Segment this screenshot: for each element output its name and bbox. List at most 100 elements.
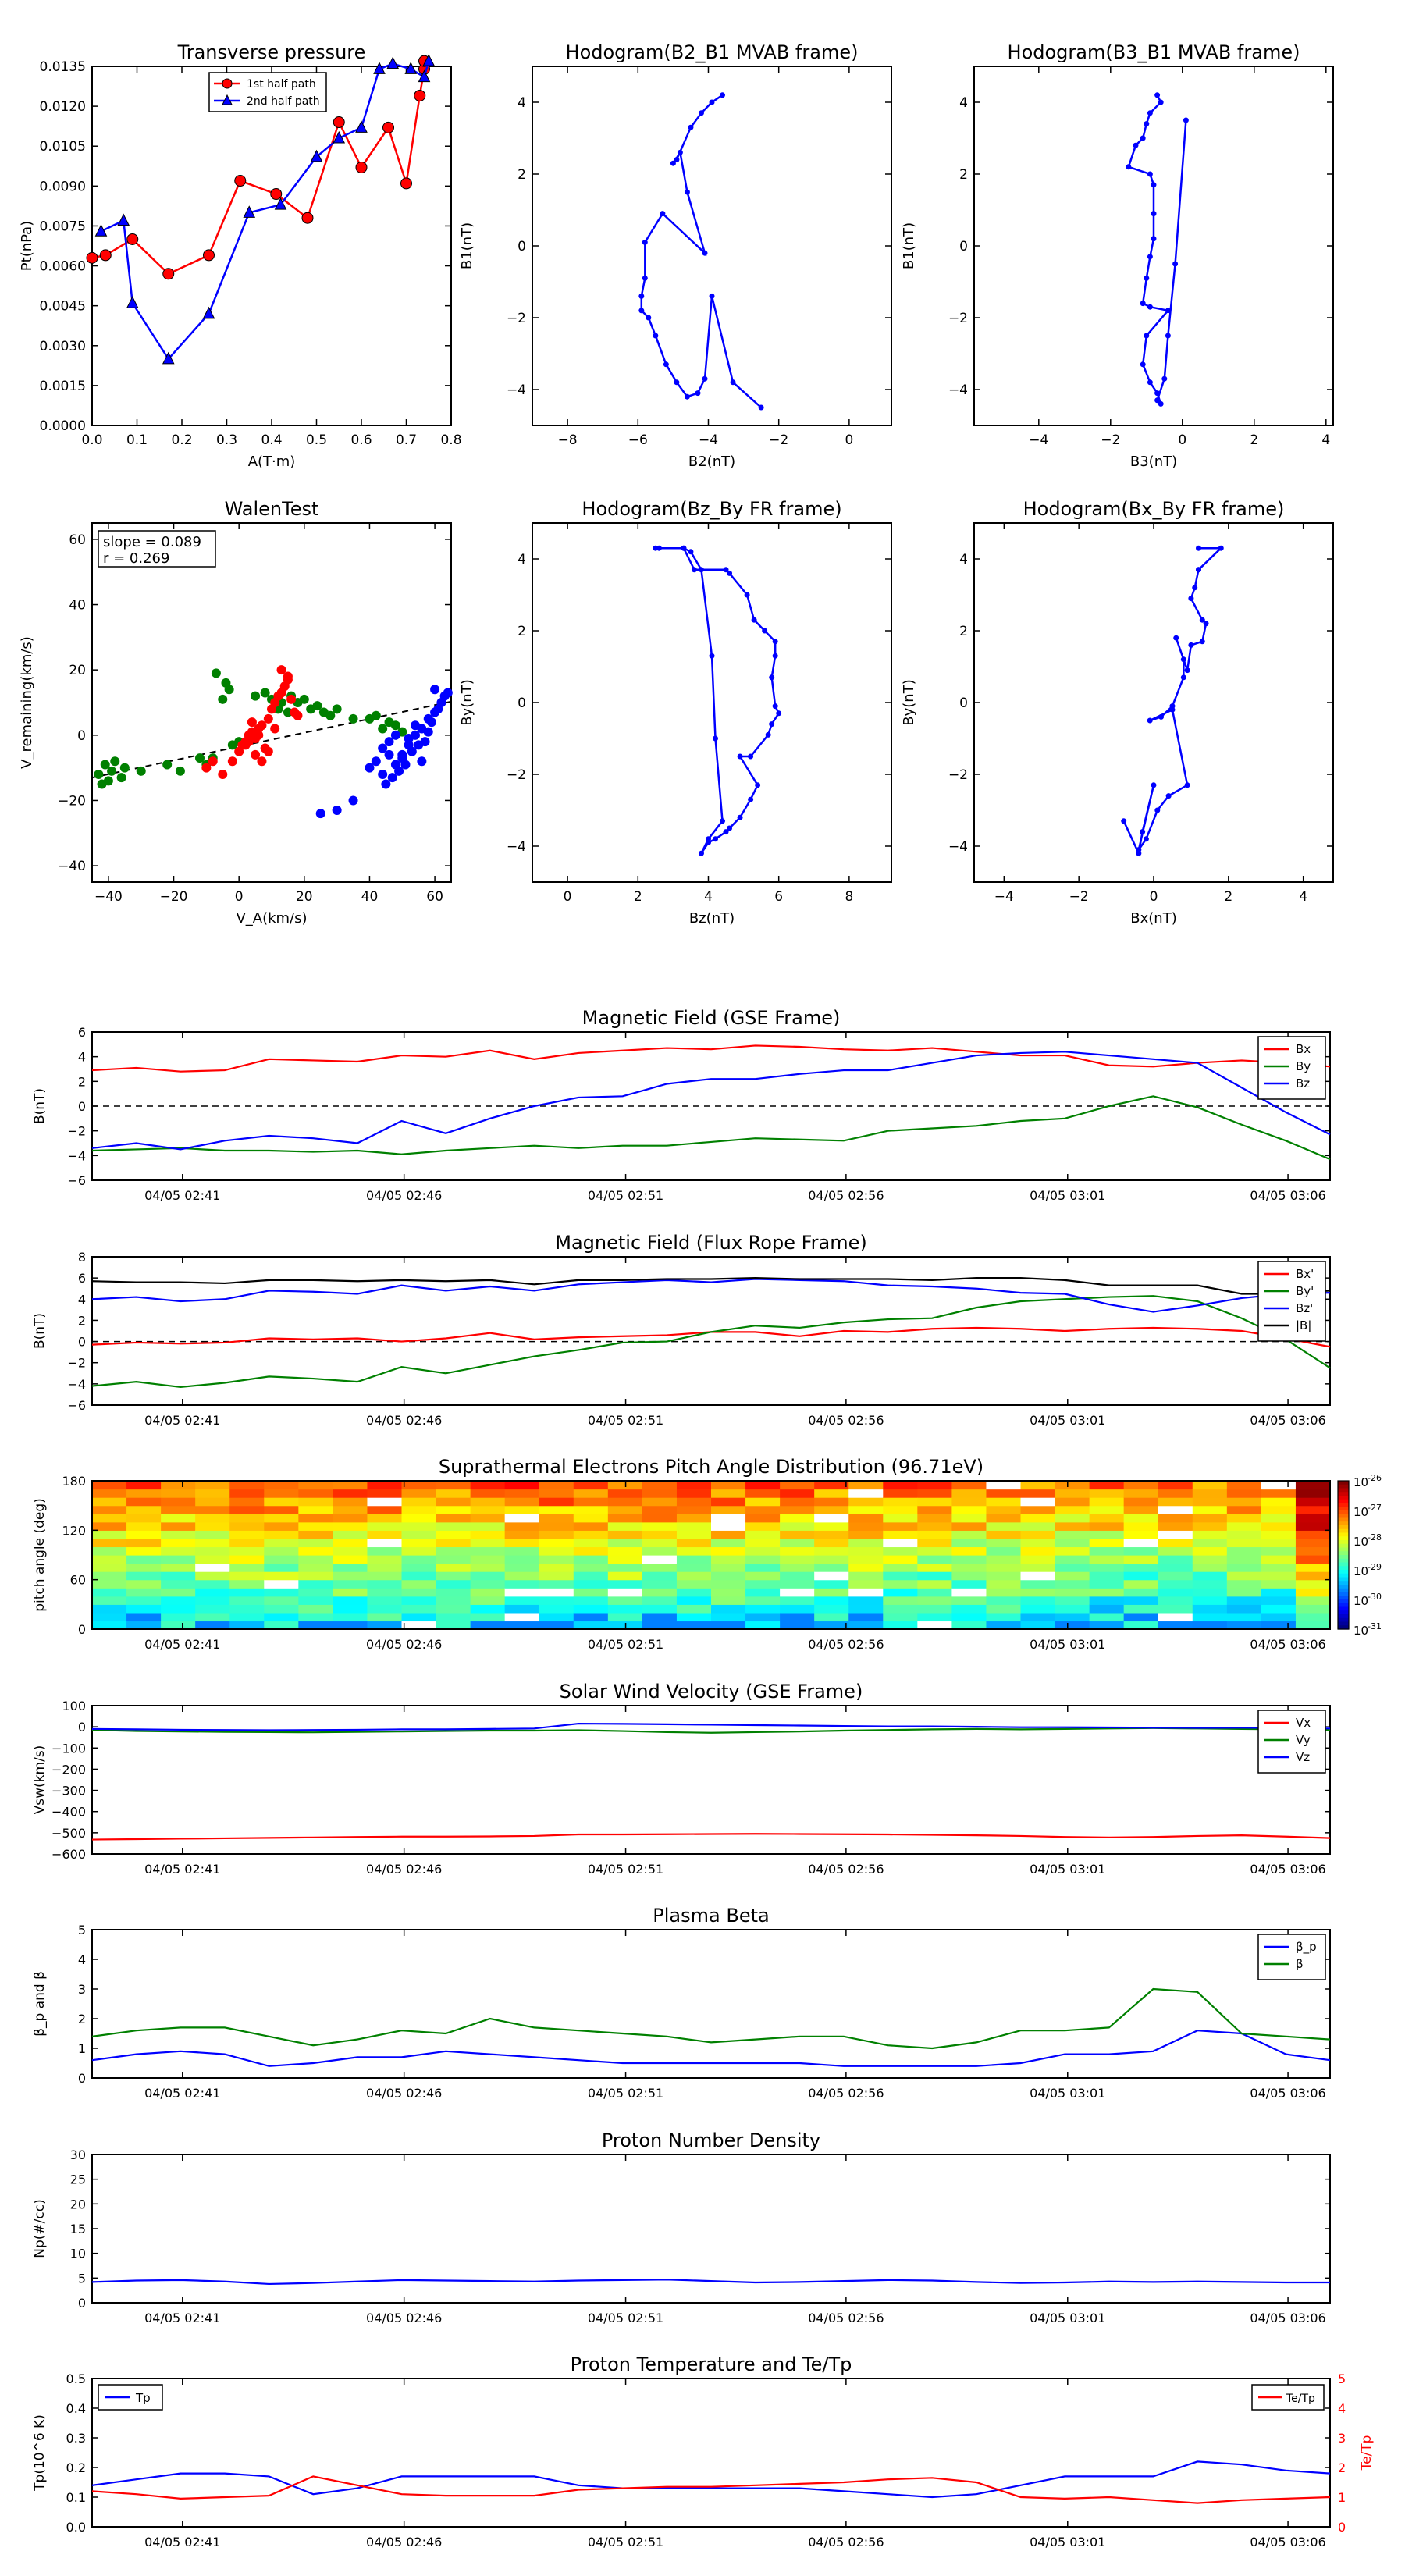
y-tick-label: −2 <box>507 767 526 783</box>
y-tick-label: 30 <box>70 2147 86 2162</box>
heatmap-cell <box>676 1604 712 1614</box>
heatmap-cell <box>229 1588 265 1597</box>
y-axis-label: By(nT) <box>459 679 475 725</box>
data-point <box>646 315 652 321</box>
colorbar-segment <box>1338 1577 1349 1582</box>
heatmap-cell <box>917 1489 952 1498</box>
heatmap-cell <box>333 1489 368 1498</box>
heatmap-cell <box>1123 1555 1159 1564</box>
heatmap-cell <box>676 1579 712 1589</box>
heatmap-cell <box>780 1579 815 1589</box>
data-point <box>772 653 778 659</box>
heatmap-cell <box>607 1555 643 1564</box>
heatmap-cell <box>642 1489 678 1498</box>
data-point <box>670 160 676 166</box>
data-point <box>769 721 775 728</box>
heatmap-cell <box>126 1621 162 1630</box>
heatmap-cell <box>986 1505 1022 1514</box>
heatmap-cell <box>401 1481 437 1490</box>
x-tick-label: 04/05 02:56 <box>808 2535 884 2549</box>
y-axis-label: Vsw(km/s) <box>32 1745 48 1815</box>
data-point <box>1144 121 1150 127</box>
heatmap-cell <box>504 1521 540 1531</box>
x-tick-label: 04/05 02:41 <box>144 1188 220 1203</box>
heatmap-cell <box>264 1612 299 1622</box>
heatmap-cell <box>1020 1530 1056 1539</box>
heatmap-cell <box>161 1588 196 1597</box>
scatter-point <box>299 694 309 704</box>
colorbar-base: 10 <box>1353 1535 1368 1549</box>
scatter-point <box>378 770 388 779</box>
y-tick-label: 120 <box>62 1523 86 1538</box>
data-point <box>642 239 648 245</box>
x-tick-label: 04/05 03:06 <box>1250 1637 1325 1652</box>
scatter-point <box>371 756 381 767</box>
x-tick-label: 6 <box>774 889 783 905</box>
heatmap-cell <box>1089 1489 1125 1498</box>
x-tick-label: 04/05 03:01 <box>1030 1637 1105 1652</box>
heatmap-cell <box>1055 1481 1090 1490</box>
scatter-point <box>348 795 358 806</box>
heatmap-cell <box>504 1514 540 1523</box>
heatmap-cell <box>917 1521 952 1531</box>
heatmap-cell <box>1226 1530 1262 1539</box>
y-tick-label: 10 <box>70 2247 86 2261</box>
heatmap-cell <box>780 1514 815 1523</box>
y-tick-label: −100 <box>52 1741 86 1756</box>
heatmap-cell <box>1295 1505 1331 1514</box>
heatmap-cell <box>1089 1521 1125 1531</box>
heatmap-cell <box>470 1621 506 1630</box>
data-point <box>684 189 690 195</box>
scatter-point <box>211 668 221 678</box>
heatmap-cell <box>883 1530 918 1539</box>
heatmap-cell <box>883 1546 918 1556</box>
heatmap-cell <box>1055 1546 1090 1556</box>
x-tick-label: −4 <box>1029 432 1048 448</box>
heatmap-cell <box>401 1604 437 1614</box>
heatmap-cell <box>504 1596 540 1605</box>
x-tick-label: 04/05 02:46 <box>366 1862 442 1877</box>
y-axis-label: Pt(nPa) <box>19 221 35 271</box>
heatmap-cell <box>917 1563 952 1572</box>
heatmap-cell <box>195 1497 230 1507</box>
heatmap-cell <box>1226 1489 1262 1498</box>
scatter-point <box>201 763 212 773</box>
y-tick-label: −4 <box>507 839 526 855</box>
y-tick-label: −500 <box>52 1826 86 1841</box>
heatmap-cell <box>642 1612 678 1622</box>
data-point <box>1154 807 1161 813</box>
data-marker <box>333 116 345 129</box>
heatmap-cell <box>986 1521 1022 1531</box>
heatmap-cell <box>1055 1604 1090 1614</box>
heatmap-cell <box>126 1596 162 1605</box>
heatmap-cell <box>264 1530 299 1539</box>
heatmap-cell <box>229 1521 265 1531</box>
y-tick-label: 0.3 <box>66 2431 86 2446</box>
heatmap-cell <box>1089 1530 1125 1539</box>
y-axis-label: B(nT) <box>32 1313 48 1349</box>
y-tick-label: 25 <box>70 2172 86 2187</box>
scatter-point <box>325 710 336 720</box>
y-tick-label: 0 <box>959 696 968 711</box>
data-point <box>1218 545 1224 551</box>
heatmap-cell <box>780 1612 815 1622</box>
heatmap-cell <box>161 1489 196 1498</box>
data-point <box>748 796 754 802</box>
heatmap-cell <box>1123 1563 1159 1572</box>
heatmap-cell <box>1123 1489 1159 1498</box>
heatmap-cell <box>161 1521 196 1531</box>
heatmap-cell <box>126 1489 162 1498</box>
heatmap-cell <box>504 1563 540 1572</box>
heatmap-cell <box>470 1571 506 1581</box>
heatmap-cell <box>126 1514 162 1523</box>
heatmap-cell <box>642 1497 678 1507</box>
heatmap-cell <box>1158 1514 1193 1523</box>
heatmap-cell <box>401 1579 437 1589</box>
legend-label: 2nd half path <box>247 95 320 108</box>
heatmap-cell <box>1226 1538 1262 1548</box>
heatmap-cell <box>126 1546 162 1556</box>
x-tick-label: 04/05 02:41 <box>144 2086 220 2101</box>
chart-title: Hodogram(Bx_By FR frame) <box>1023 498 1285 520</box>
heatmap-cell <box>1123 1546 1159 1556</box>
